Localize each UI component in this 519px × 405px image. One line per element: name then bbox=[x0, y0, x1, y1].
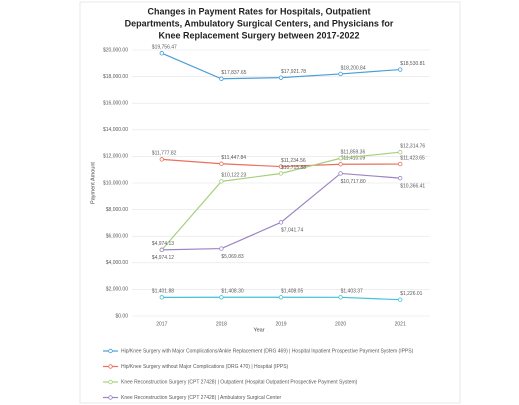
y-tick-label: $14,000.00 bbox=[103, 127, 128, 133]
data-label: $11,859.36 bbox=[341, 150, 366, 156]
data-point bbox=[159, 247, 164, 253]
y-tick-label: $6,000.00 bbox=[106, 234, 128, 240]
data-label: $10,717.80 bbox=[341, 179, 366, 185]
chart-title: Departments, Ambulatory Surgical Centers… bbox=[125, 18, 394, 28]
data-label: $10,715.88 bbox=[281, 165, 306, 171]
data-label: $1,408.05 bbox=[281, 289, 303, 295]
data-point bbox=[219, 295, 224, 300]
data-label: $17,921.78 bbox=[281, 69, 306, 75]
legend-marker bbox=[108, 379, 113, 385]
legend-label: Knee Reconstruction Surgery (CPT 27428) … bbox=[121, 395, 282, 401]
y-tick-label: $2,000.00 bbox=[106, 287, 128, 293]
legend-marker bbox=[108, 348, 113, 354]
chart-title: Knee Replacement Surgery between 2017-20… bbox=[158, 30, 359, 40]
legend-label: Knee Reconstruction Surgery (CPT 27428) … bbox=[121, 379, 358, 385]
x-tick-label: 2017 bbox=[156, 321, 167, 327]
data-point bbox=[338, 171, 343, 176]
data-point bbox=[278, 171, 284, 176]
y-tick-label: $16,000.00 bbox=[103, 101, 128, 107]
x-tick-label: 2020 bbox=[335, 321, 346, 327]
data-point bbox=[278, 295, 284, 300]
y-axis-title: Payment Amount bbox=[90, 162, 96, 204]
legend-marker bbox=[108, 364, 113, 369]
data-point bbox=[219, 179, 224, 184]
data-label: $11,410.09 bbox=[341, 156, 366, 162]
data-label: $1,401.88 bbox=[152, 289, 174, 295]
data-point bbox=[278, 164, 284, 169]
data-label: $11,447.84 bbox=[221, 155, 246, 161]
data-point bbox=[159, 295, 164, 300]
data-point bbox=[159, 157, 164, 162]
legend-label: Hip/Knee Surgery with Major Complication… bbox=[121, 348, 414, 354]
data-point bbox=[278, 220, 284, 225]
x-tick-label: 2021 bbox=[395, 321, 406, 327]
data-label: $4,974.13 bbox=[152, 241, 174, 247]
x-axis-title: Year bbox=[253, 327, 264, 333]
data-point bbox=[338, 71, 343, 77]
data-point bbox=[219, 246, 224, 251]
x-tick-label: 2019 bbox=[275, 321, 286, 327]
data-label: $17,837.65 bbox=[221, 70, 246, 76]
y-tick-label: $12,000.00 bbox=[103, 154, 128, 160]
data-label: $4,974.12 bbox=[152, 255, 174, 261]
data-point bbox=[219, 161, 224, 166]
data-label: $1,408.30 bbox=[221, 289, 243, 295]
data-point bbox=[398, 67, 403, 72]
data-label: $12,314.76 bbox=[400, 144, 425, 150]
y-tick-label: $20,000.00 bbox=[103, 47, 128, 53]
y-tick-label: $4,000.00 bbox=[106, 260, 128, 266]
y-tick-label: $18,000.00 bbox=[103, 74, 128, 80]
y-tick-label: $8,000.00 bbox=[106, 207, 128, 213]
data-point bbox=[219, 76, 224, 81]
data-point bbox=[398, 297, 403, 302]
data-point bbox=[278, 75, 284, 80]
data-point bbox=[398, 150, 403, 155]
data-point bbox=[338, 295, 343, 300]
data-label: $11,423.65 bbox=[400, 155, 425, 161]
x-tick-label: 2018 bbox=[216, 321, 227, 327]
data-point bbox=[398, 161, 403, 167]
series-line bbox=[161, 172, 401, 251]
data-point bbox=[398, 175, 403, 181]
data-label: $1,226.01 bbox=[400, 291, 422, 297]
data-label: $11,777.82 bbox=[152, 151, 177, 157]
data-label: $18,200.84 bbox=[341, 65, 366, 71]
legend-marker bbox=[108, 395, 113, 400]
data-label: $1,403.37 bbox=[341, 289, 363, 295]
chart-title: Changes in Payment Rates for Hospitals, … bbox=[147, 6, 370, 16]
data-label: $10,122.23 bbox=[221, 173, 246, 179]
legend-label: Hip/Knee Surgery without Major Complicat… bbox=[121, 364, 289, 370]
data-label: $11,234.56 bbox=[281, 158, 306, 164]
y-tick-label: $10,000.00 bbox=[103, 180, 128, 186]
data-label: $7,041.74 bbox=[281, 228, 303, 234]
data-point bbox=[338, 162, 343, 167]
chart-border bbox=[79, 1, 461, 404]
data-label: $5,069.83 bbox=[221, 254, 243, 260]
data-point bbox=[159, 51, 164, 56]
y-tick-label: $0.00 bbox=[115, 313, 128, 319]
data-label: $19,756.47 bbox=[152, 45, 177, 51]
data-label: $10,366.41 bbox=[400, 183, 425, 189]
data-point bbox=[338, 156, 343, 161]
data-label: $18,530.81 bbox=[400, 61, 425, 67]
